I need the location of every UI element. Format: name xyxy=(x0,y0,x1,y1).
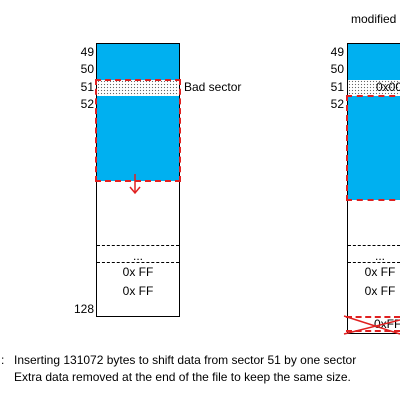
right-data-block-bottom xyxy=(348,96,400,200)
right-highlight-box xyxy=(346,95,400,201)
right-row-label-49: 49 xyxy=(330,45,344,59)
left-data-block-top xyxy=(97,44,179,80)
right-inserted-block xyxy=(348,80,400,96)
left-separator xyxy=(97,245,179,246)
caption-prefix: : xyxy=(1,353,5,367)
right-ellipsis-cell: ... xyxy=(374,249,385,263)
strike-through-icon xyxy=(343,315,400,335)
right-row-label-50: 50 xyxy=(330,62,344,76)
left-row-label-128: 128 xyxy=(73,302,94,316)
caption-line-1: Inserting 131072 bytes to shift data fro… xyxy=(14,353,357,367)
left-ellipsis-cell: ... xyxy=(132,249,143,263)
left-data-block-bottom xyxy=(97,96,179,181)
right-separator xyxy=(348,262,400,263)
left-highlight-box xyxy=(95,79,181,182)
right-value-cell: 0x FF xyxy=(364,284,396,298)
shift-down-arrow-icon xyxy=(129,174,141,195)
left-row-label-49: 49 xyxy=(80,45,94,59)
left-row-label-51: 51 xyxy=(80,80,94,94)
left-bad-sector-block xyxy=(97,80,179,96)
right-row-label-51: 51 xyxy=(330,80,344,94)
left-value-cell: 0x FF xyxy=(122,284,154,298)
caption-line-2: Extra data removed at the end of the fil… xyxy=(14,370,351,384)
modified-title: modified xyxy=(351,12,397,26)
right-inserted-value: 0x00 xyxy=(376,80,400,94)
left-row-label-52: 52 xyxy=(80,97,94,111)
left-separator xyxy=(97,262,179,263)
left-value-cell: 0x FF xyxy=(122,265,154,279)
right-value-cell: 0x FF xyxy=(364,265,396,279)
right-separator xyxy=(348,245,400,246)
bad-sector-label: Bad sector xyxy=(184,80,242,94)
right-row-label-52: 52 xyxy=(330,97,344,111)
right-data-block-top xyxy=(348,44,400,80)
removed-cell-box xyxy=(346,316,400,332)
left-row-label-50: 50 xyxy=(80,62,94,76)
